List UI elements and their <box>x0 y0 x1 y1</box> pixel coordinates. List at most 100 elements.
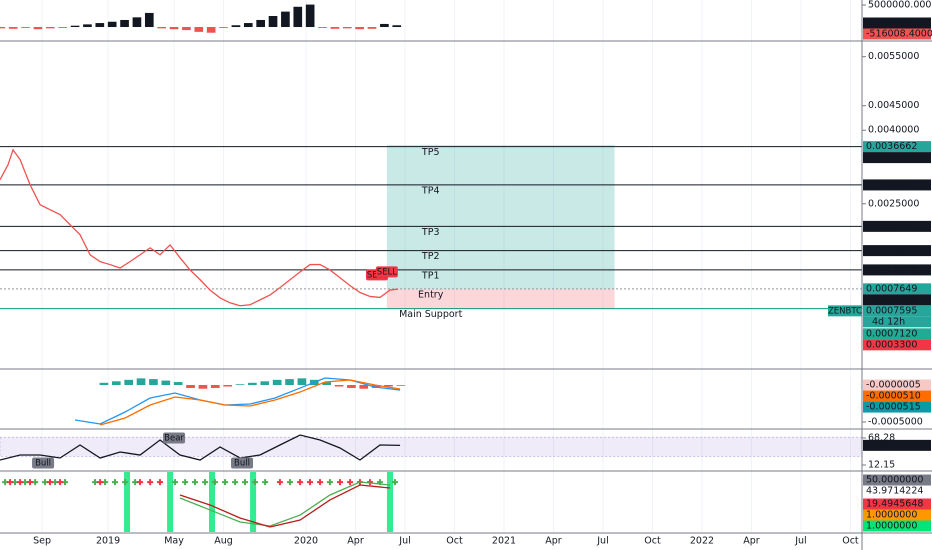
bar <box>21 27 30 28</box>
bar <box>8 27 18 29</box>
bar <box>380 23 389 28</box>
marker <box>276 479 283 486</box>
x-tick-label: 2019 <box>96 536 120 547</box>
x-tick-label: Apr <box>347 536 364 547</box>
price-badge <box>863 498 931 510</box>
marker <box>17 479 24 486</box>
marker <box>32 479 39 486</box>
bar <box>235 384 245 386</box>
bar <box>124 379 134 386</box>
y-tick-label: 0.0055000 <box>868 51 919 62</box>
y-tick-label: 0.0025000 <box>868 198 919 209</box>
bar <box>256 19 265 28</box>
annotation-box <box>163 432 186 444</box>
badge-label: 0.0003300 <box>866 339 917 350</box>
countdown-label: 4d 12h <box>872 316 905 327</box>
price-badge <box>863 328 931 340</box>
annotation-box <box>375 266 398 278</box>
marker <box>172 479 179 486</box>
bar <box>231 25 241 28</box>
price-badge <box>863 245 931 257</box>
bar <box>396 385 406 386</box>
level-label: Entry <box>418 289 444 300</box>
badge-label: 0.0028845 <box>866 179 917 190</box>
x-tick-label: 2021 <box>492 536 516 547</box>
series-line <box>74 377 401 425</box>
x-tick-label: Apr <box>545 536 562 547</box>
level-label: Main Support <box>399 309 463 320</box>
marker <box>241 479 248 486</box>
bar <box>342 27 352 29</box>
marker <box>211 479 218 486</box>
bar <box>45 27 55 29</box>
marker <box>252 479 259 486</box>
marker <box>122 479 129 486</box>
countdown-badge <box>863 316 931 328</box>
x-tick-label: Jul <box>398 536 410 547</box>
marker <box>391 479 398 486</box>
badge-label: 52.97 <box>866 440 893 451</box>
marker <box>92 479 99 486</box>
marker <box>57 479 64 486</box>
marker <box>306 479 313 486</box>
price-badge <box>863 520 931 532</box>
price-badge <box>863 152 931 164</box>
y-tick-label: 0.0045000 <box>868 100 919 111</box>
series-line <box>0 148 399 307</box>
bar <box>210 385 220 388</box>
bar <box>219 27 228 28</box>
marker <box>232 479 239 486</box>
bar <box>120 19 129 28</box>
series-line <box>0 434 401 461</box>
bar <box>186 385 195 388</box>
price-badge <box>863 439 931 451</box>
price-badge <box>863 379 931 391</box>
bar <box>107 21 117 28</box>
bar <box>182 27 191 31</box>
y-tick-label: 0.0040000 <box>868 125 919 136</box>
price-badge <box>863 28 931 40</box>
annotation-box <box>231 457 254 469</box>
bar <box>260 381 270 386</box>
bar <box>272 379 282 386</box>
badge-label: -0.0000510 <box>866 391 921 402</box>
price-badge <box>863 474 931 486</box>
x-tick-label: Jul <box>794 536 806 547</box>
bar <box>334 385 344 387</box>
bar <box>149 379 158 386</box>
bar <box>330 27 340 29</box>
y-tick-label: 5000000.0000000 <box>868 0 932 11</box>
bar <box>347 385 356 388</box>
badge-label: 0.0036662 <box>866 152 917 163</box>
marker <box>262 479 269 486</box>
badge-label: 0.0007649 <box>866 283 917 294</box>
level-label: TP3 <box>421 227 440 238</box>
badge-label: 1.0000000 <box>866 510 917 521</box>
badge-label: 0.0007120 <box>866 328 917 339</box>
bar <box>243 23 253 28</box>
marker <box>46 479 53 486</box>
y-tick-label: -0.0005000 <box>868 417 923 428</box>
bar <box>0 27 6 29</box>
badge-label: 0.0036662 <box>866 141 917 152</box>
signal-column <box>208 472 215 532</box>
price-badge <box>863 401 931 413</box>
marker <box>347 479 354 486</box>
price-badge <box>863 390 931 402</box>
annotation-box <box>32 457 55 469</box>
bar <box>318 27 327 28</box>
bar <box>136 378 146 386</box>
level-label: TP4 <box>421 185 440 196</box>
bar <box>248 382 257 386</box>
marker <box>137 479 144 486</box>
bar <box>111 381 121 386</box>
price-badge <box>863 264 931 276</box>
price-badge <box>863 141 931 153</box>
bar <box>367 27 377 29</box>
signal-column <box>250 472 257 532</box>
x-tick-label: 2020 <box>294 536 318 547</box>
level-label: TP2 <box>421 251 440 262</box>
x-tick-label: 2022 <box>690 536 714 547</box>
marker <box>97 479 104 486</box>
